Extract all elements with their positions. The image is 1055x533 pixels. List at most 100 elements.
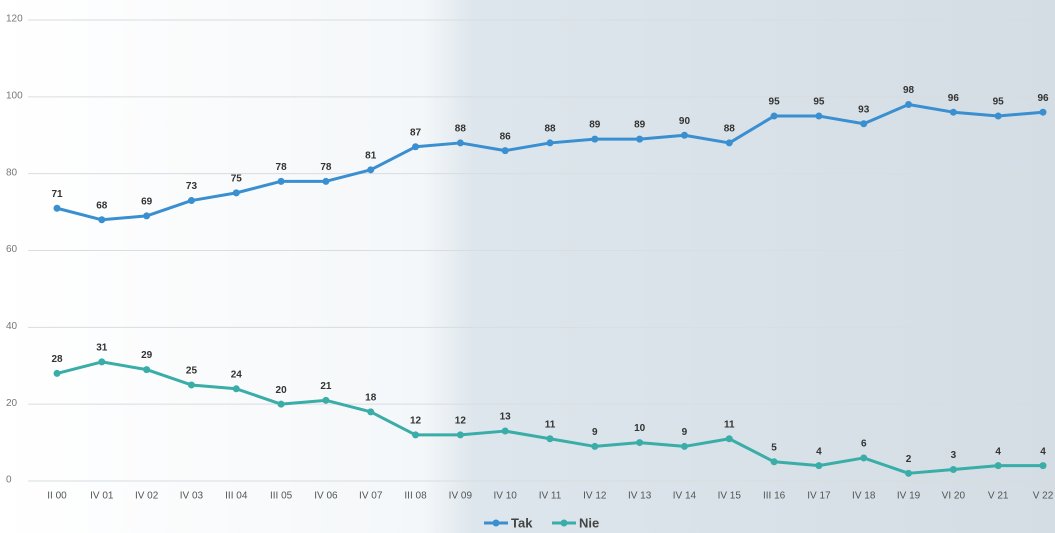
y-tick-label: 100 — [6, 90, 23, 101]
data-point — [591, 135, 599, 143]
data-label: 78 — [276, 162, 288, 173]
data-point — [187, 381, 195, 389]
data-point — [905, 101, 913, 109]
y-tick-label: 0 — [6, 475, 12, 486]
y-tick-label: 120 — [6, 14, 23, 25]
legend-marker — [560, 519, 568, 527]
x-tick-label: IV 07 — [359, 491, 383, 502]
data-label: 71 — [51, 189, 63, 200]
data-label: 13 — [500, 412, 512, 423]
data-label: 11 — [545, 419, 556, 430]
x-tick-label: V 21 — [988, 491, 1009, 502]
data-label: 98 — [903, 85, 915, 96]
data-label: 28 — [51, 354, 63, 365]
x-tick-label: III 05 — [270, 491, 293, 502]
data-point — [187, 197, 195, 205]
data-label: 20 — [276, 385, 288, 396]
data-label: 4 — [995, 446, 1001, 457]
data-point — [725, 435, 733, 443]
data-label: 6 — [861, 439, 867, 450]
data-point — [277, 177, 285, 185]
data-point — [546, 435, 554, 443]
x-tick-label: IV 13 — [628, 491, 652, 502]
data-point — [546, 139, 554, 147]
data-point — [636, 135, 644, 143]
x-tick-label: IV 11 — [539, 491, 562, 502]
data-point — [143, 212, 151, 220]
x-tick-label: III 08 — [404, 491, 427, 502]
data-label: 69 — [141, 197, 153, 208]
data-point — [815, 112, 823, 120]
data-point — [367, 166, 375, 174]
data-point — [367, 408, 375, 416]
data-label: 4 — [1040, 446, 1046, 457]
x-tick-label: IV 19 — [897, 491, 921, 502]
data-label: 95 — [993, 97, 1005, 108]
x-tick-label: VI 20 — [942, 491, 966, 502]
data-label: 10 — [634, 423, 646, 434]
legend-label: Nie — [579, 515, 599, 530]
x-tick-label: V 22 — [1033, 491, 1054, 502]
data-point — [456, 431, 464, 439]
data-label: 89 — [634, 120, 646, 131]
data-point — [680, 442, 688, 450]
x-tick-label: IV 02 — [135, 491, 159, 502]
data-point — [636, 439, 644, 447]
data-label: 86 — [500, 131, 512, 142]
data-label: 2 — [906, 454, 912, 465]
data-point — [232, 385, 240, 393]
x-tick-label: II 00 — [47, 491, 67, 502]
data-label: 95 — [813, 97, 825, 108]
data-label: 9 — [682, 427, 688, 438]
data-point — [770, 458, 778, 466]
x-tick-label: IV 06 — [314, 491, 338, 502]
data-label: 18 — [365, 392, 377, 403]
data-label: 75 — [231, 174, 243, 185]
data-point — [143, 366, 151, 374]
data-point — [501, 147, 509, 155]
x-tick-label: IV 12 — [583, 491, 607, 502]
data-point — [412, 431, 420, 439]
data-label: 29 — [141, 350, 153, 361]
data-point — [98, 358, 106, 366]
data-label: 87 — [410, 127, 422, 138]
data-point — [680, 131, 688, 139]
data-point — [322, 177, 330, 185]
data-point — [501, 427, 509, 435]
data-point — [949, 465, 957, 473]
data-label: 21 — [320, 381, 332, 392]
x-tick-label: III 04 — [225, 491, 248, 502]
data-label: 90 — [679, 116, 691, 127]
data-point — [770, 112, 778, 120]
data-label: 96 — [948, 93, 960, 104]
data-point — [98, 216, 106, 224]
x-tick-label: III 16 — [763, 491, 786, 502]
data-label: 4 — [816, 446, 822, 457]
data-label: 12 — [455, 416, 467, 427]
data-label: 95 — [769, 97, 781, 108]
y-tick-label: 80 — [6, 167, 18, 178]
data-point — [1039, 462, 1047, 470]
x-tick-label: IV 15 — [718, 491, 742, 502]
data-point — [994, 112, 1002, 120]
x-tick-label: IV 03 — [180, 491, 204, 502]
data-point — [860, 454, 868, 462]
y-tick-label: 60 — [6, 244, 18, 255]
data-label: 93 — [858, 104, 870, 115]
data-point — [232, 189, 240, 197]
data-point — [591, 442, 599, 450]
data-label: 12 — [410, 416, 422, 427]
data-point — [1039, 108, 1047, 116]
data-label: 3 — [951, 450, 957, 461]
legend-marker — [492, 519, 500, 527]
data-point — [53, 204, 61, 212]
data-point — [53, 369, 61, 377]
data-label: 78 — [320, 162, 332, 173]
data-point — [905, 469, 913, 477]
data-label: 24 — [231, 369, 243, 380]
x-tick-label: IV 17 — [807, 491, 831, 502]
data-point — [815, 462, 823, 470]
data-label: 89 — [589, 120, 601, 131]
data-label: 81 — [365, 150, 377, 161]
